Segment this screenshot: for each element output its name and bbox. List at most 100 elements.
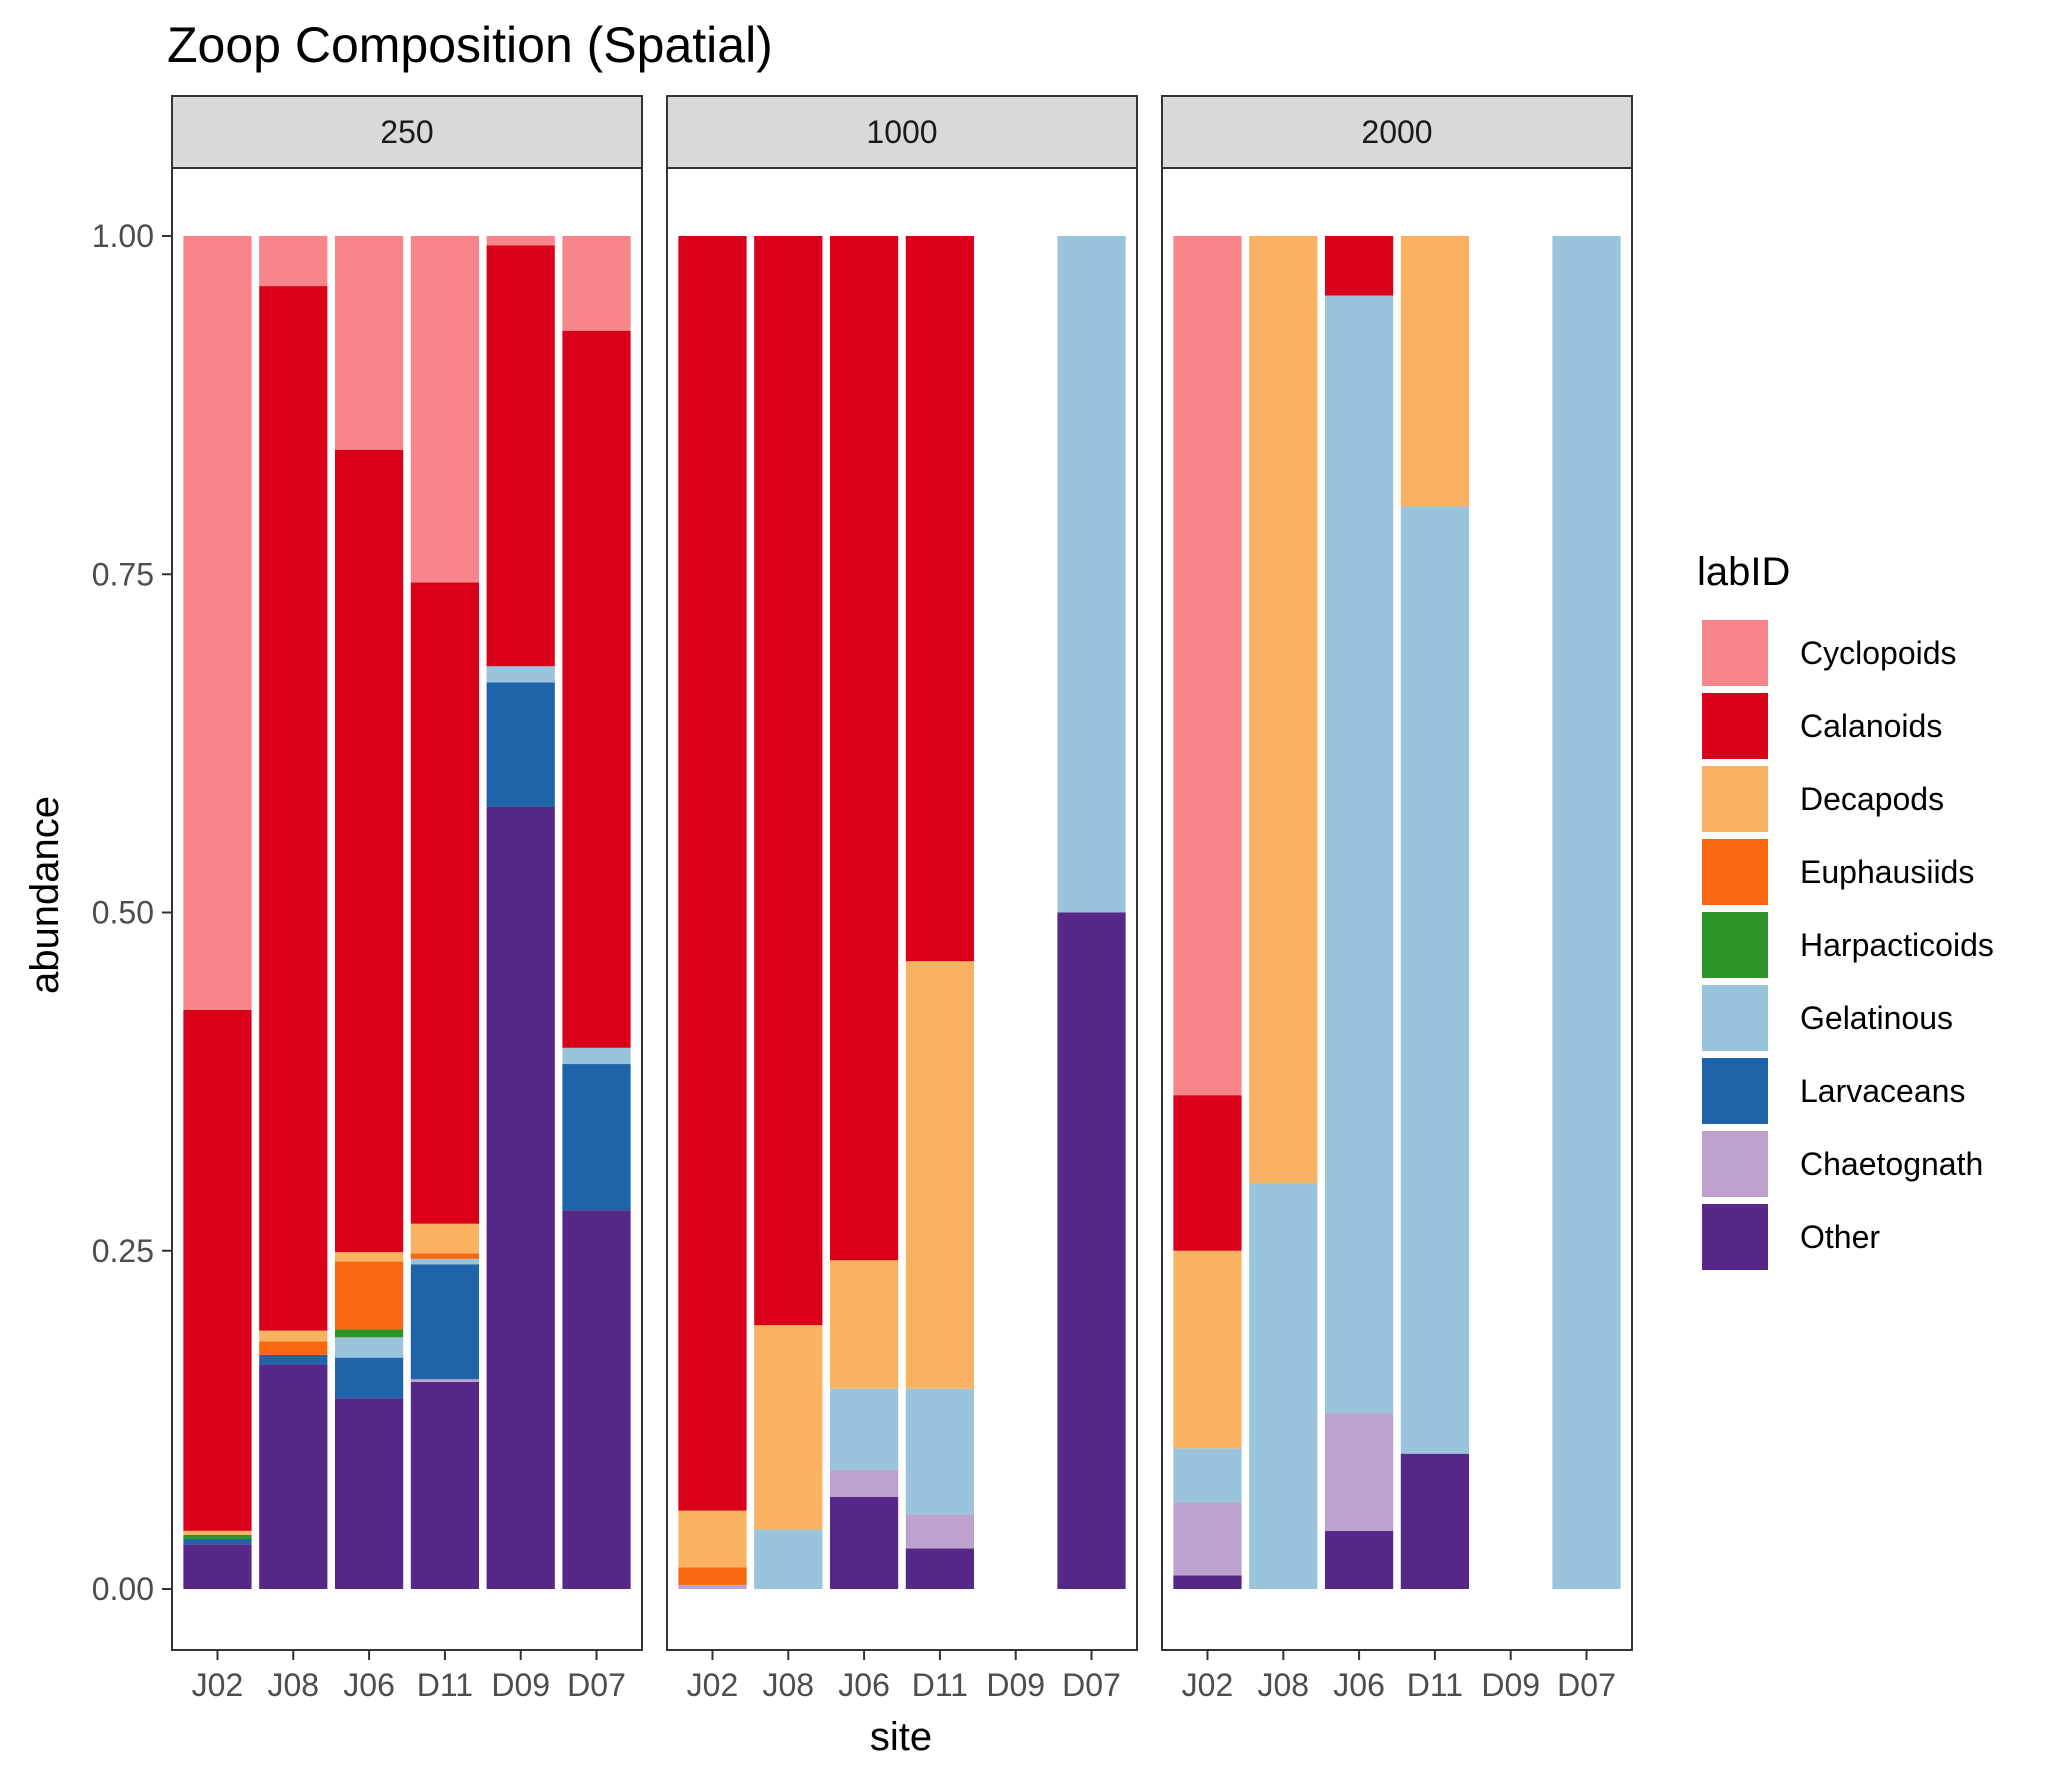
bar-segment-j06-chaetognath <box>1324 1413 1394 1531</box>
x-tick-label: D07 <box>1557 1667 1616 1703</box>
facet-strip-label: 1000 <box>866 114 937 150</box>
legend-label-harpacticoids: Harpacticoids <box>1800 927 1994 963</box>
bar-segment-j06-larvaceans <box>334 1357 404 1399</box>
x-tick-label: D09 <box>986 1667 1045 1703</box>
x-tick-label: D09 <box>491 1667 550 1703</box>
legend-label-larvaceans: Larvaceans <box>1800 1073 1965 1109</box>
bar-segment-d11-chaetognath <box>905 1514 975 1549</box>
bar-segment-j06-calanoids <box>829 236 899 1261</box>
bar-segment-d11-euphausiids <box>410 1253 480 1259</box>
x-tick-label: J08 <box>1257 1667 1309 1703</box>
bar-segment-d11-gelatinous <box>1400 506 1470 1454</box>
legend-label-chaetognath: Chaetognath <box>1800 1146 1983 1182</box>
bar-segment-d09-gelatinous <box>486 666 555 683</box>
x-tick-label: D11 <box>912 1667 968 1703</box>
facet-panel-2000: 2000 J02 J08 J06 D11 D09 D07 <box>1161 95 1633 1703</box>
bar-segment-d11-cyclopoids <box>410 236 480 583</box>
y-tick-label: 0.25 <box>92 1233 154 1269</box>
bar-segment-j06-gelatinous <box>1324 295 1394 1414</box>
bar-segment-j06-other <box>829 1496 899 1589</box>
legend-key-calanoids <box>1702 693 1768 759</box>
bar-segment-j02-larvaceans <box>183 1538 252 1545</box>
x-tick-label: J02 <box>192 1667 244 1703</box>
legend-key-other <box>1702 1204 1768 1270</box>
y-axis-title: abundance <box>23 796 67 994</box>
bar-segment-j06-chaetognath <box>829 1469 899 1497</box>
bar-segment-d11-calanoids <box>410 582 480 1224</box>
bar-segment-d11-decapods <box>905 961 975 1389</box>
bar-segment-d07-calanoids <box>562 330 631 1048</box>
bar-segment-j08-cyclopoids <box>259 236 328 287</box>
bar-segment-j06-other <box>334 1398 404 1589</box>
bar-segment-d11-chaetognath <box>410 1379 480 1382</box>
bar-segment-j08-euphausiids <box>259 1341 328 1355</box>
facet-strip <box>666 95 1138 169</box>
x-tick-label: J06 <box>838 1667 890 1703</box>
facet-strip-label: 2000 <box>1361 114 1432 150</box>
y-tick-label: 0.75 <box>92 556 154 592</box>
bar-segment-j08-decapods <box>754 1325 823 1530</box>
x-tick-label: J02 <box>687 1667 739 1703</box>
legend: labID Cyclopoids Calanoids Decapods Euphaus… <box>1697 550 1994 1270</box>
bar-segment-d07-other <box>1057 912 1126 1589</box>
bar-segment-j06-decapods <box>829 1260 899 1389</box>
bar-segment-j02-chaetognath <box>678 1584 747 1589</box>
bar-segment-d11-decapods <box>1400 236 1470 507</box>
legend-title: labID <box>1697 550 1790 594</box>
bar-segment-j02-other <box>1173 1575 1242 1589</box>
x-tick-label: D11 <box>417 1667 473 1703</box>
chart-title: Zoop Composition (Spatial) <box>167 17 773 73</box>
bar-segment-j06-decapods <box>334 1252 404 1262</box>
bar-segment-j08-other <box>259 1364 328 1589</box>
bar-segment-j02-cyclopoids <box>183 236 252 1010</box>
facet-panel-250: 250 J02 J08 J06 D11 D09 D07 <box>171 95 643 1703</box>
x-tick-label: J02 <box>1182 1667 1234 1703</box>
bar-segment-d11-larvaceans <box>410 1264 480 1380</box>
bar-segment-j02-calanoids <box>183 1009 252 1531</box>
legend-label-gelatinous: Gelatinous <box>1800 1000 1953 1036</box>
panel-border <box>1161 167 1633 1651</box>
bar-segment-j02-euphausiids <box>678 1567 747 1585</box>
bar-segment-j08-decapods <box>259 1330 328 1342</box>
panel-border <box>666 167 1138 1651</box>
panel-border <box>171 167 643 1651</box>
legend-label-cyclopoids: Cyclopoids <box>1800 635 1957 671</box>
bar-segment-j08-gelatinous <box>1249 1183 1318 1589</box>
bar-segment-j08-decapods <box>1249 236 1318 1184</box>
bar-segment-j02-other <box>183 1544 252 1589</box>
bar-segment-j06-euphausiids <box>334 1261 404 1330</box>
y-axis: 0.00 0.25 0.50 0.75 1.00 <box>92 218 172 1607</box>
bar-segment-j02-decapods <box>1173 1250 1242 1449</box>
bar-segment-d09-other <box>486 806 555 1589</box>
bar-segment-d11-gelatinous <box>410 1258 480 1265</box>
bar-segment-j06-cyclopoids <box>334 236 404 450</box>
bar-segment-j08-gelatinous <box>754 1529 823 1589</box>
x-tick-label: D11 <box>1407 1667 1463 1703</box>
y-tick-label: 0.50 <box>92 895 154 931</box>
bar-segment-j06-calanoids <box>334 449 404 1253</box>
legend-key-chaetognath <box>1702 1131 1768 1197</box>
x-tick-label: J06 <box>1333 1667 1385 1703</box>
bar-segment-d09-larvaceans <box>486 682 555 807</box>
bar-segment-j06-calanoids <box>1324 236 1394 296</box>
bar-segment-d07-gelatinous <box>1057 236 1126 913</box>
x-axis-title: site <box>870 1715 932 1759</box>
legend-label-other: Other <box>1800 1219 1880 1255</box>
legend-key-decapods <box>1702 766 1768 832</box>
bar-segment-j08-calanoids <box>754 236 823 1326</box>
bar-segment-j02-calanoids <box>678 236 747 1511</box>
legend-key-cyclopoids <box>1702 620 1768 686</box>
bar-segment-j06-harpacticoids <box>334 1329 404 1338</box>
legend-key-harpacticoids <box>1702 912 1768 978</box>
legend-key-larvaceans <box>1702 1058 1768 1124</box>
bar-segment-d11-decapods <box>410 1223 480 1254</box>
bar-segment-j08-calanoids <box>259 286 328 1331</box>
bar-segment-d11-other <box>1400 1453 1470 1589</box>
x-tick-label: J08 <box>267 1667 319 1703</box>
bar-segment-j02-harpacticoids <box>183 1534 252 1539</box>
facet-strip-label: 250 <box>380 114 433 150</box>
bar-segment-j02-cyclopoids <box>1173 236 1242 1096</box>
bar-segment-d11-other <box>905 1548 975 1589</box>
legend-key-euphausiids <box>1702 839 1768 905</box>
